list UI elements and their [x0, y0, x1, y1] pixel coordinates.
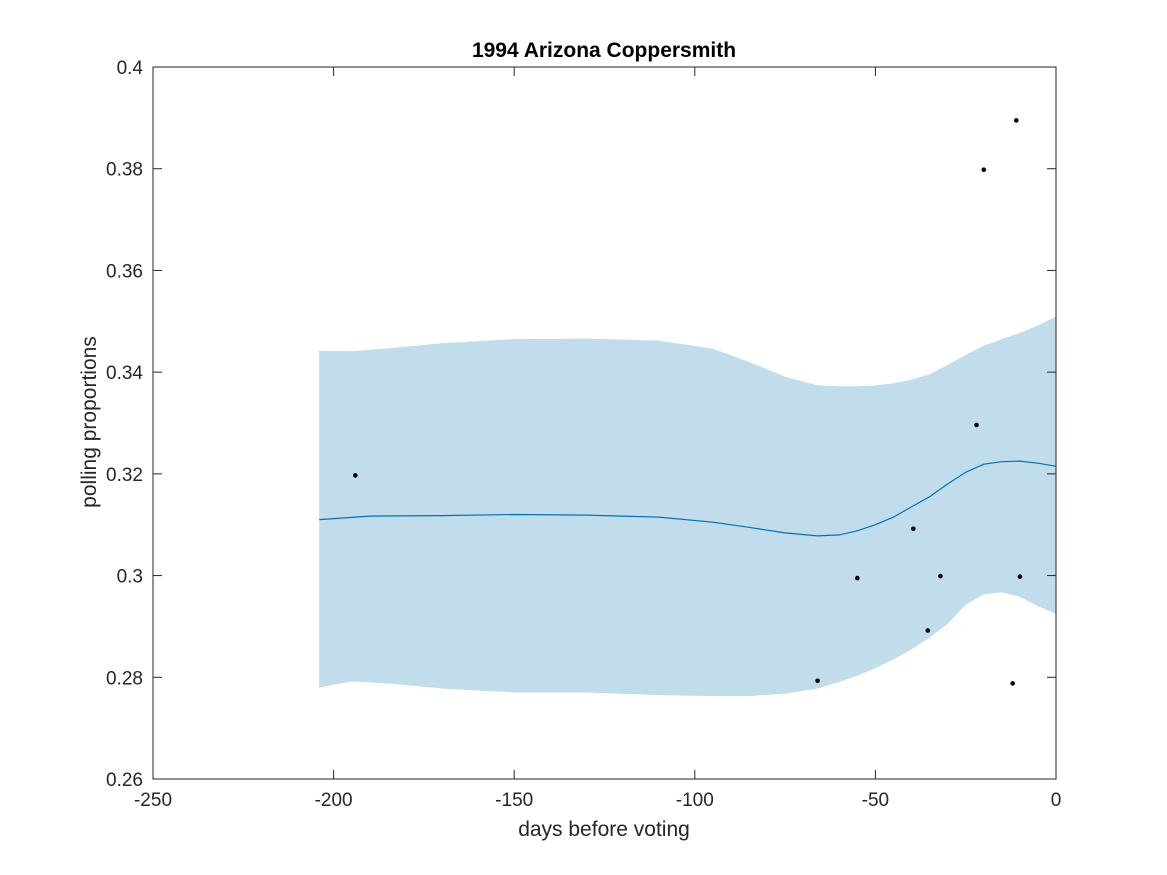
confidence-band-layer [319, 316, 1056, 697]
y-axis-label: polling proportions [78, 336, 101, 508]
data-point [1010, 681, 1015, 686]
data-point [981, 167, 987, 172]
chart-title: 1994 Arizona Coppersmith [472, 39, 736, 62]
y-tick-label: 0.34 [106, 363, 143, 384]
data-point [911, 526, 916, 532]
x-tick-label: -150 [495, 790, 533, 811]
plot-frame [152, 66, 1057, 780]
y-tick-label: 0.4 [117, 58, 144, 79]
confidence-band [319, 316, 1056, 697]
y-tick-label: 0.38 [106, 160, 143, 181]
data-point [855, 575, 860, 581]
data-point [815, 678, 820, 684]
y-tick-label: 0.32 [106, 465, 143, 486]
data-point [1014, 118, 1019, 123]
data-point [1017, 574, 1023, 579]
x-tick-label: -250 [134, 790, 172, 811]
data-point [353, 473, 358, 478]
axes-layer [152, 66, 1057, 780]
trend-line-layer [319, 460, 1057, 537]
ticks-layer: -250 -200 -150 -100 -50 0 0.26 0.28 0.3 0.32 0.34 0… [106, 58, 1061, 811]
x-tick-label: 0 [1051, 790, 1062, 811]
data-point [925, 628, 931, 633]
data-point [938, 573, 943, 579]
y-tick-label: 0.36 [106, 261, 143, 282]
y-tick-label: 0.26 [106, 770, 143, 791]
x-axis-label: days before voting [518, 818, 690, 841]
trend-line [319, 460, 1057, 537]
y-tick-label: 0.28 [106, 668, 143, 689]
data-point [974, 422, 979, 428]
x-tick-label: -50 [862, 790, 889, 811]
data-points-layer [353, 118, 1023, 686]
x-tick-label: -200 [315, 790, 353, 811]
y-tick-label: 0.3 [117, 567, 143, 588]
x-tick-label: -100 [676, 790, 714, 811]
